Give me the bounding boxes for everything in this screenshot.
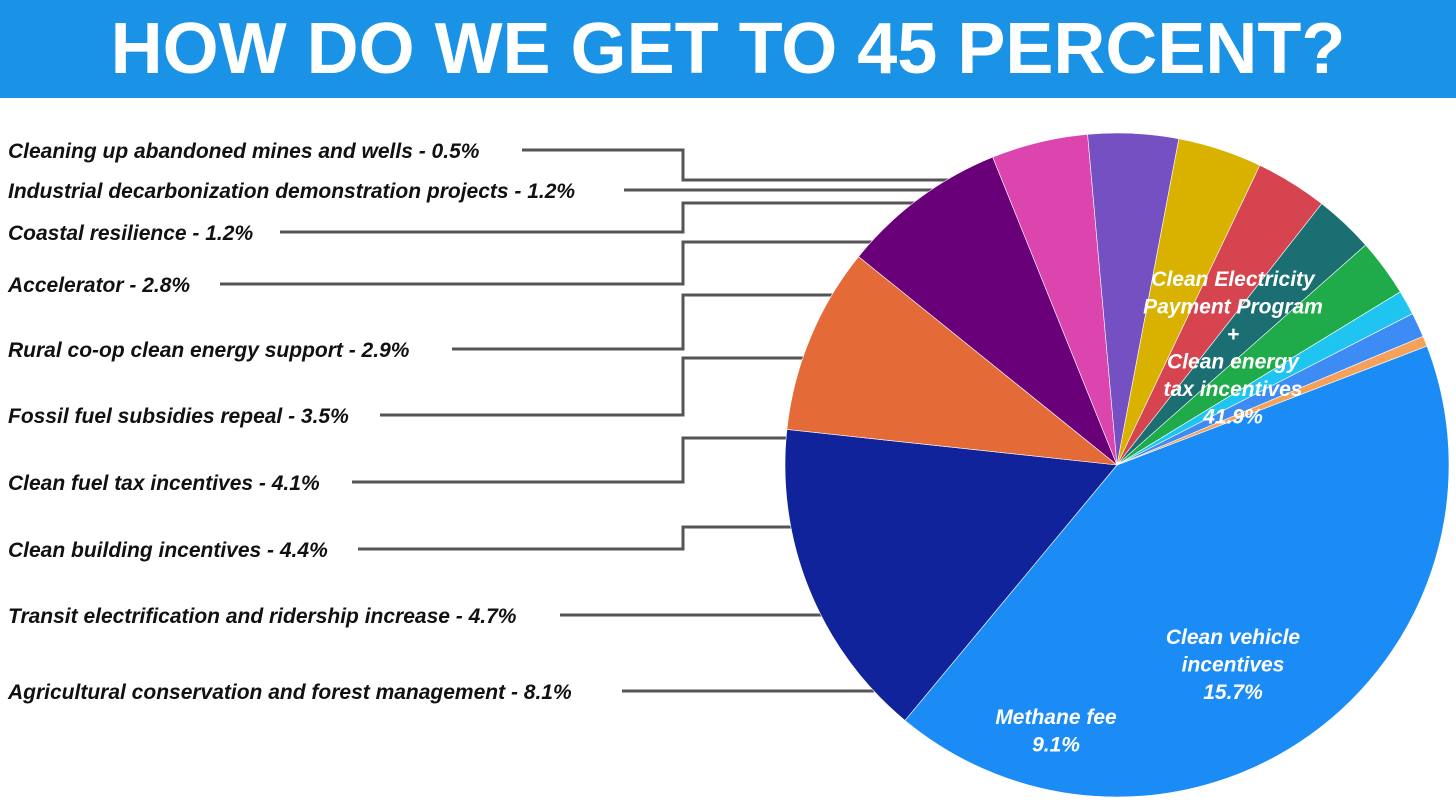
leader-line-fossil-fuel-subsidies-repeal xyxy=(380,356,805,417)
pie-slice-cleaning-up-abandoned-mines-and-wells xyxy=(1116,335,1428,466)
slice-label-clean-fuel-tax-incentives: Clean fuel tax incentives - 4.1% xyxy=(8,472,320,495)
slice-label-agricultural-conservation-and-forest-management: Agricultural conservation and forest man… xyxy=(7,681,572,704)
slice-label-clean-building-incentives: Clean building incentives - 4.4% xyxy=(8,539,328,562)
slice-label-rural-co-op-clean-energy-support: Rural co-op clean energy support - 2.9% xyxy=(8,339,410,362)
leader-line-cleaning-up-abandoned-mines-and-wells xyxy=(522,148,949,182)
pie-slice-methane-fee xyxy=(786,256,1118,466)
pie-slice-clean-vehicle-incentives xyxy=(784,429,1118,721)
title-banner: HOW DO WE GET TO 45 PERCENT? xyxy=(0,0,1456,98)
slice-label-methane-fee: Methane fee 9.1% xyxy=(995,706,1117,757)
leader-line-rural-co-op-clean-energy-support xyxy=(452,293,834,351)
slice-label-cleaning-up-abandoned-mines-and-wells: Cleaning up abandoned mines and wells - … xyxy=(8,140,480,163)
slice-label-accelerator: Accelerator - 2.8% xyxy=(7,274,190,297)
slice-label-coastal-resilience: Coastal resilience - 1.2% xyxy=(8,222,253,245)
leader-line-accelerator xyxy=(220,240,873,286)
slice-label-transit-electrification-and-ridership-increase: Transit electrification and ridership in… xyxy=(8,605,517,628)
pie-slice-clean-electricity-payment-program-clean-energy-tax-incentives xyxy=(904,345,1450,798)
leader-line-clean-fuel-tax-incentives xyxy=(352,436,789,484)
chart-title: HOW DO WE GET TO 45 PERCENT? xyxy=(110,9,1346,89)
slice-label-fossil-fuel-subsidies-repeal: Fossil fuel subsidies repeal - 3.5% xyxy=(8,405,349,428)
slice-label-industrial-decarbonization-demonstration-projects: Industrial decarbonization demonstration… xyxy=(8,180,575,203)
leader-line-coastal-resilience xyxy=(280,201,916,234)
pie-slice-agricultural-conservation-and-forest-management xyxy=(858,156,1118,466)
leader-line-clean-building-incentives xyxy=(358,525,793,551)
slice-label-clean-vehicle-incentives: Clean vehicle incentives 15.7% xyxy=(1166,626,1301,704)
pie-slices xyxy=(784,132,1450,798)
leader-lines xyxy=(220,148,949,693)
slice-labels: Clean Electricity Payment Program + Clean e… xyxy=(7,140,1323,757)
slice-label-clean-electricity-payment-program-clean-energy-tax-incentives: Clean Electricity Payment Program + Clean e… xyxy=(1143,268,1323,429)
